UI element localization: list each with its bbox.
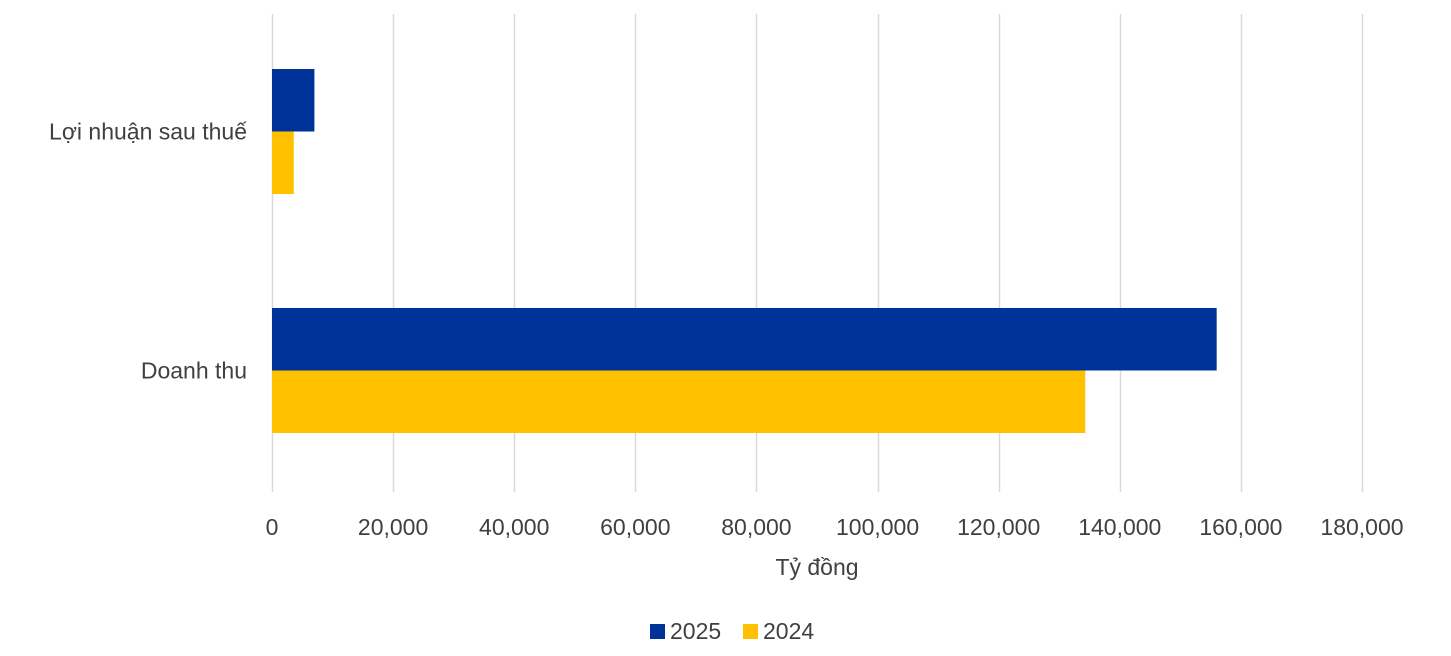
x-tick-label: 60,000 <box>600 514 670 540</box>
legend-label: 2024 <box>763 618 814 644</box>
x-tick-label: 20,000 <box>358 514 428 540</box>
x-tick-labels: 0 20,000 40,000 60,000 80,000 100,000 120,000 1… <box>266 514 1404 540</box>
bar <box>272 308 1217 371</box>
category-labels: Lợi nhuận sau thuế Doanh thu <box>49 119 247 384</box>
category-label: Doanh thu <box>141 358 247 384</box>
gridlines <box>271 14 1364 492</box>
bars <box>272 69 1217 433</box>
legend: 2025 2024 <box>650 618 814 644</box>
legend-swatch <box>743 624 758 639</box>
bar <box>272 131 294 194</box>
x-tick-label: 140,000 <box>1078 514 1161 540</box>
category-label: Lợi nhuận sau thuế <box>49 119 247 145</box>
x-tick-label: 40,000 <box>479 514 549 540</box>
x-tick-label: 120,000 <box>957 514 1040 540</box>
bar <box>272 69 315 132</box>
x-tick-label: 180,000 <box>1320 514 1403 540</box>
x-tick-label: 160,000 <box>1199 514 1282 540</box>
x-tick-label: 100,000 <box>836 514 919 540</box>
x-tick-label: 80,000 <box>721 514 791 540</box>
x-axis-title: Tỷ đồng <box>775 554 858 580</box>
x-tick-label: 0 <box>266 514 279 540</box>
bar <box>272 370 1086 433</box>
legend-swatch <box>650 624 665 639</box>
legend-label: 2025 <box>670 618 721 644</box>
